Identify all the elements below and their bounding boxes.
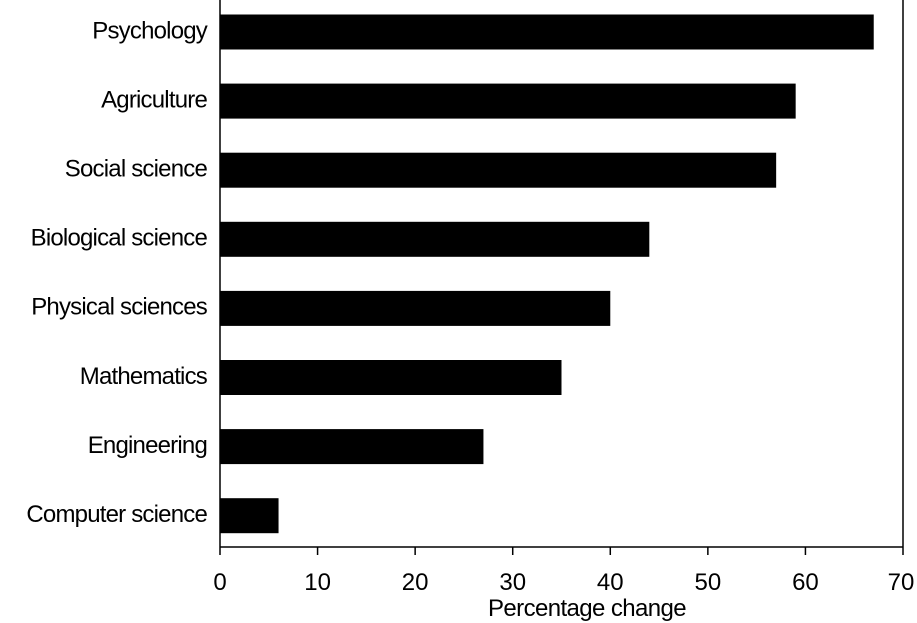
x-tick-label-40: 40 — [597, 569, 624, 596]
category-label-biological-science: Biological science — [31, 225, 208, 252]
bar-psychology — [220, 14, 874, 50]
bar-computer-science — [220, 498, 279, 534]
x-tick-label-60: 60 — [792, 569, 819, 596]
category-label-engineering: Engineering — [88, 432, 207, 459]
x-tick-label-30: 30 — [499, 569, 526, 596]
x-tick-label-50: 50 — [695, 569, 722, 596]
bar-biological-science — [220, 221, 650, 257]
bar-engineering — [220, 429, 484, 465]
x-tick-label-20: 20 — [402, 569, 429, 596]
category-label-psychology: Psychology — [92, 17, 208, 44]
x-tick-label-10: 10 — [304, 569, 331, 596]
bars-layer — [220, 14, 874, 534]
category-label-mathematics: Mathematics — [80, 363, 208, 390]
bar-agriculture — [220, 83, 796, 119]
x-axis-ticks: 0 10 20 30 40 50 60 70 — [213, 547, 914, 596]
category-label-physical-sciences: Physical sciences — [31, 294, 208, 321]
category-labels: Psychology Agriculture Social science Biolo… — [26, 17, 208, 528]
x-tick-label-70: 70 — [888, 569, 915, 596]
bar-mathematics — [220, 360, 562, 395]
category-label-agriculture: Agriculture — [101, 86, 207, 113]
x-axis-title: Percentage change — [488, 595, 686, 622]
category-label-computer-science: Computer science — [26, 501, 207, 528]
bar-social-science — [220, 152, 777, 188]
x-tick-label-0: 0 — [213, 569, 226, 596]
bar-physical-sciences — [220, 290, 611, 326]
category-label-social-science: Social science — [65, 156, 208, 183]
